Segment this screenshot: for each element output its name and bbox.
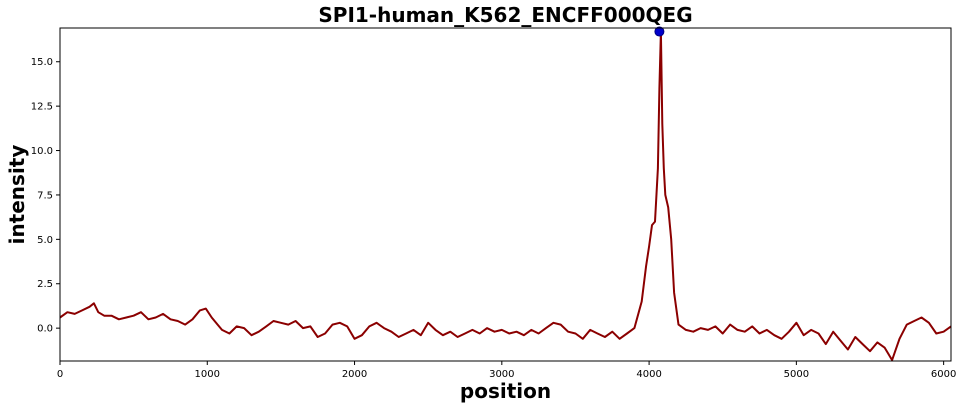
- peak-marker: [654, 26, 665, 37]
- series-line: [59, 30, 952, 362]
- y-tick-label: 15.0: [31, 57, 53, 68]
- x-tick-label: 3000: [489, 369, 514, 380]
- plot-frame: [59, 27, 952, 362]
- y-tick-label: 10.0: [31, 146, 53, 157]
- x-tick-label: 0: [57, 369, 63, 380]
- x-tick-label: 6000: [931, 369, 956, 380]
- x-tick-label: 4000: [636, 369, 661, 380]
- plot-area: [59, 26, 952, 362]
- x-tick-label: 2000: [342, 369, 367, 380]
- x-axis-ticks: 0 1000 2000 3000 4000 5000 6000: [57, 361, 956, 380]
- x-tick-label: 1000: [195, 369, 220, 380]
- chart-title: SPI1-human_K562_ENCFF000QEG: [318, 3, 692, 27]
- x-axis-label: position: [460, 379, 551, 403]
- y-tick-label: 0.0: [37, 324, 53, 335]
- y-tick-label: 12.5: [31, 102, 53, 113]
- y-axis-ticks: 0.0 2.5 5.0 7.5 10.0 12.5 15.0: [31, 57, 60, 335]
- y-axis-label: intensity: [5, 145, 29, 245]
- y-tick-label: 2.5: [37, 279, 53, 290]
- x-tick-label: 5000: [784, 369, 809, 380]
- y-tick-label: 7.5: [37, 190, 53, 201]
- y-tick-label: 5.0: [37, 235, 53, 246]
